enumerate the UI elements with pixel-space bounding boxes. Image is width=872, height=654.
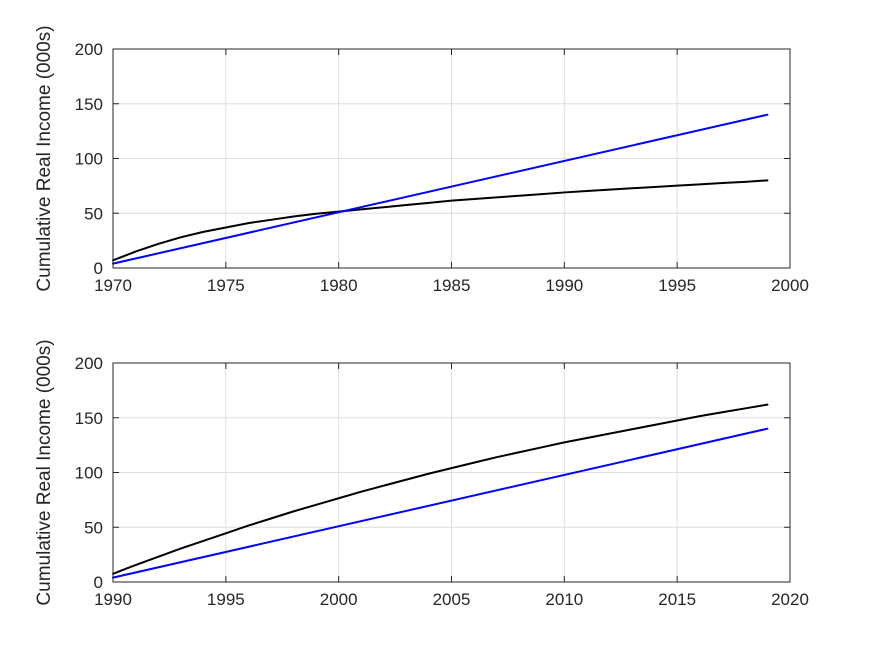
x-tick-label: 1990	[545, 276, 583, 295]
x-tick-label: 2020	[771, 590, 809, 609]
x-tick-label: 2000	[771, 276, 809, 295]
y-axis-label: Cumulative Real Income (000s)	[34, 25, 55, 291]
x-tick-label: 1990	[94, 590, 132, 609]
series-line-2	[112, 113, 769, 265]
chart-bottom: 1990 1995 2000 2005 2010 2015 2020 0 50 100 150 200…	[34, 339, 809, 609]
x-tick-label: 2010	[545, 590, 583, 609]
y-axis-label: Cumulative Real Income (000s)	[34, 339, 55, 605]
y-tick-label: 200	[75, 354, 103, 373]
x-tick-label: 2015	[658, 590, 696, 609]
x-tick-label: 1980	[320, 276, 358, 295]
x-tick-label: 2000	[320, 590, 358, 609]
series-line-2	[112, 427, 769, 579]
chart-top: 1970 1975 1980 1985 1990 1995 2000 0 50 100 150 200…	[34, 25, 809, 295]
x-tick-label: 1985	[433, 276, 471, 295]
x-tick-label: 1970	[94, 276, 132, 295]
y-tick-label: 150	[75, 95, 103, 114]
x-tick-label: 1975	[207, 276, 245, 295]
x-tick-label: 1995	[207, 590, 245, 609]
x-tick-label: 1995	[658, 276, 696, 295]
y-tick-label: 50	[84, 204, 103, 223]
y-tick-label: 100	[75, 464, 103, 483]
y-tick-label: 0	[94, 259, 103, 278]
y-tick-label: 50	[84, 518, 103, 537]
y-tick-label: 200	[75, 40, 103, 59]
y-tick-label: 0	[94, 573, 103, 592]
series-line-1	[112, 179, 769, 262]
y-tick-label: 150	[75, 409, 103, 428]
x-tick-label: 2005	[433, 590, 471, 609]
series-line-1	[112, 403, 769, 575]
y-tick-label: 100	[75, 150, 103, 169]
